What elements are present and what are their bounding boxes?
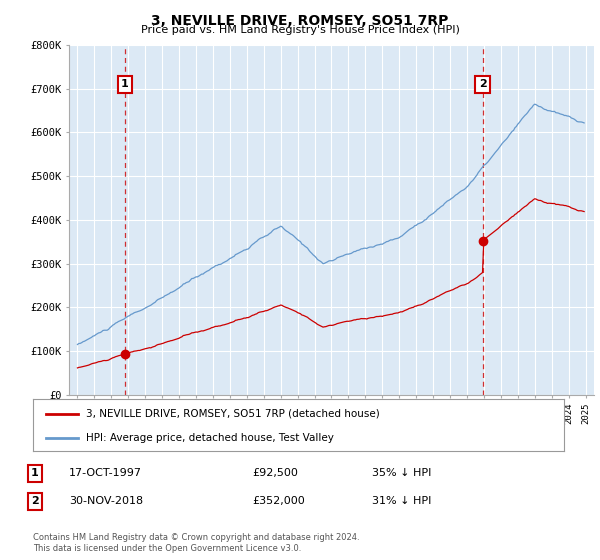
- Text: 1: 1: [31, 468, 38, 478]
- Text: 2: 2: [479, 79, 487, 89]
- Text: HPI: Average price, detached house, Test Valley: HPI: Average price, detached house, Test…: [86, 433, 334, 443]
- Text: 2: 2: [31, 496, 38, 506]
- Text: 30-NOV-2018: 30-NOV-2018: [69, 496, 143, 506]
- Text: 3, NEVILLE DRIVE, ROMSEY, SO51 7RP: 3, NEVILLE DRIVE, ROMSEY, SO51 7RP: [151, 14, 449, 28]
- Text: 1: 1: [121, 79, 128, 89]
- Text: 3, NEVILLE DRIVE, ROMSEY, SO51 7RP (detached house): 3, NEVILLE DRIVE, ROMSEY, SO51 7RP (deta…: [86, 409, 380, 419]
- Text: This data is licensed under the Open Government Licence v3.0.: This data is licensed under the Open Gov…: [33, 544, 301, 553]
- Text: 31% ↓ HPI: 31% ↓ HPI: [372, 496, 431, 506]
- Text: 17-OCT-1997: 17-OCT-1997: [69, 468, 142, 478]
- Text: 35% ↓ HPI: 35% ↓ HPI: [372, 468, 431, 478]
- Text: Contains HM Land Registry data © Crown copyright and database right 2024.: Contains HM Land Registry data © Crown c…: [33, 533, 359, 542]
- Text: £92,500: £92,500: [252, 468, 298, 478]
- Text: £352,000: £352,000: [252, 496, 305, 506]
- Text: Price paid vs. HM Land Registry's House Price Index (HPI): Price paid vs. HM Land Registry's House …: [140, 25, 460, 35]
